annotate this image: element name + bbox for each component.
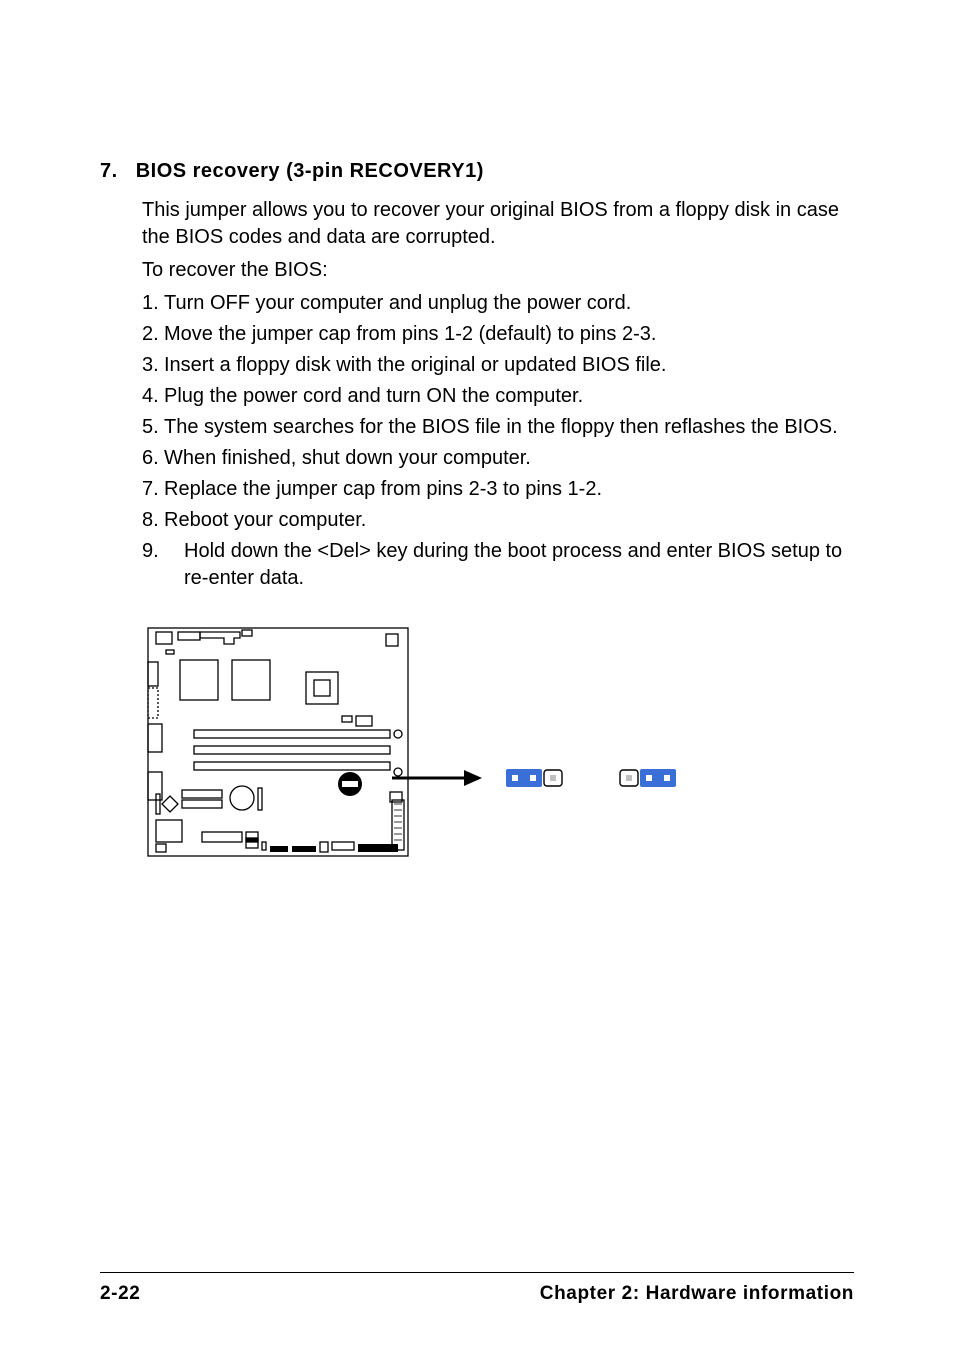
steps-list: 1. Turn OFF your computer and unplug the… <box>142 290 854 592</box>
page-footer: 2-22 Chapter 2: Hardware information <box>100 1272 854 1305</box>
arrow-icon <box>392 758 482 798</box>
step-text: Replace the jumper cap from pins 2-3 to … <box>164 476 854 503</box>
page-number: 2-22 <box>100 1283 140 1305</box>
footer-rule <box>100 1272 854 1273</box>
step-number: 2. <box>142 321 164 348</box>
step-number: 1. <box>142 290 164 317</box>
jumper-normal <box>506 767 564 789</box>
step-text: Turn OFF your computer and unplug the po… <box>164 290 854 317</box>
step-number: 5. <box>142 414 164 441</box>
section-title: BIOS recovery (3-pin RECOVERY1) <box>136 160 484 183</box>
step-text: Move the jumper cap from pins 1-2 (defau… <box>164 321 854 348</box>
body-block: This jumper allows you to recover your o… <box>100 197 854 592</box>
section-heading: 7. BIOS recovery (3-pin RECOVERY1) <box>100 160 854 183</box>
jumper-options <box>506 767 676 789</box>
step-text: Hold down the <Del> key during the boot … <box>184 538 854 592</box>
intro-lead: To recover the BIOS: <box>142 257 854 284</box>
step-9: 9. Hold down the <Del> key during the bo… <box>142 538 854 592</box>
step-6: 6. When finished, shut down your compute… <box>142 445 854 472</box>
motherboard-diagram <box>142 620 422 865</box>
diagram-area <box>142 620 854 865</box>
step-text: Reboot your computer. <box>164 507 854 534</box>
step-2: 2. Move the jumper cap from pins 1-2 (de… <box>142 321 854 348</box>
step-4: 4. Plug the power cord and turn ON the c… <box>142 383 854 410</box>
step-number: 4. <box>142 383 164 410</box>
step-number: 6. <box>142 445 164 472</box>
jumper-recovery <box>618 767 676 789</box>
step-5: 5. The system searches for the BIOS file… <box>142 414 854 441</box>
step-text: Insert a floppy disk with the original o… <box>164 352 854 379</box>
section-number: 7. <box>100 160 118 183</box>
step-number: 9. <box>142 538 184 592</box>
step-7: 7. Replace the jumper cap from pins 2-3 … <box>142 476 854 503</box>
step-8: 8. Reboot your computer. <box>142 507 854 534</box>
step-number: 7. <box>142 476 164 503</box>
step-number: 8. <box>142 507 164 534</box>
step-3: 3. Insert a floppy disk with the origina… <box>142 352 854 379</box>
intro-paragraph: This jumper allows you to recover your o… <box>142 197 854 251</box>
step-text: Plug the power cord and turn ON the comp… <box>164 383 854 410</box>
step-text: When finished, shut down your computer. <box>164 445 854 472</box>
page: 7. BIOS recovery (3-pin RECOVERY1) This … <box>0 0 954 1351</box>
step-number: 3. <box>142 352 164 379</box>
chapter-title: Chapter 2: Hardware information <box>540 1283 854 1305</box>
step-1: 1. Turn OFF your computer and unplug the… <box>142 290 854 317</box>
step-text: The system searches for the BIOS file in… <box>164 414 854 441</box>
